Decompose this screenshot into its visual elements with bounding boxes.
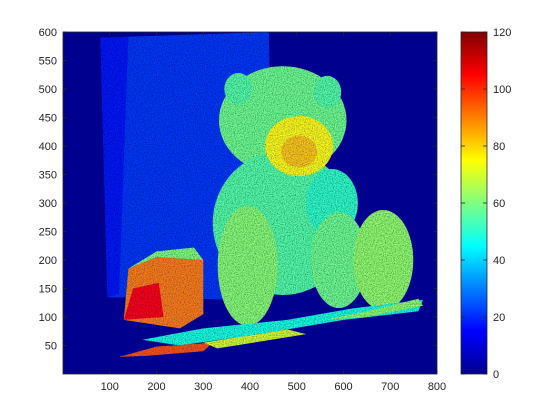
ground-strip-upper bbox=[142, 299, 423, 346]
colorbar-tick-label: 40 bbox=[493, 255, 505, 267]
y-tick-label: 50 bbox=[45, 341, 57, 353]
y-tick-label: 600 bbox=[39, 27, 57, 39]
colorbar-ticks: 0 20 40 60 80 100 120 bbox=[461, 27, 511, 381]
y-tick-label: 100 bbox=[39, 312, 57, 324]
x-tick-label: 100 bbox=[101, 381, 119, 393]
region-wall-edge bbox=[100, 36, 129, 298]
ground-strip-right bbox=[324, 298, 423, 320]
colorbar-tick-label: 60 bbox=[493, 198, 505, 210]
y-tick-label: 150 bbox=[39, 284, 57, 296]
y-tick-label: 250 bbox=[39, 227, 57, 239]
x-axis-ticks: 100 200 300 400 500 600 700 800 bbox=[101, 32, 446, 393]
bear-ear-left bbox=[224, 73, 253, 105]
x-tick-label: 400 bbox=[241, 381, 259, 393]
x-tick-label: 700 bbox=[381, 381, 399, 393]
colorbar-tick-label: 20 bbox=[493, 312, 505, 324]
plot-area: 100 200 300 400 500 600 700 800 50 100 150 200 250 3… bbox=[39, 27, 447, 393]
colorbar-tick-label: 100 bbox=[493, 84, 511, 96]
y-tick-label: 200 bbox=[39, 255, 57, 267]
colorbar-gradient bbox=[461, 32, 487, 374]
left-object-front bbox=[123, 282, 164, 320]
y-tick-label: 400 bbox=[39, 141, 57, 153]
y-axis-ticks: 50 100 150 200 250 300 350 400 450 500 550 600 bbox=[39, 27, 437, 353]
ground-strip-yellow bbox=[203, 329, 307, 349]
bear-ear-right bbox=[313, 75, 342, 108]
bear-foot-left bbox=[310, 212, 367, 308]
colorbar-tick-label: 0 bbox=[493, 369, 499, 381]
x-tick-label: 200 bbox=[147, 381, 165, 393]
ground-strip-front-red bbox=[119, 342, 213, 357]
colorbar-tick-label: 120 bbox=[493, 27, 511, 39]
colorbar: 0 20 40 60 80 100 120 bbox=[460, 27, 511, 381]
bear-arm-left bbox=[217, 205, 278, 326]
x-tick-label: 500 bbox=[288, 381, 306, 393]
y-tick-label: 500 bbox=[39, 84, 57, 96]
x-tick-label: 300 bbox=[194, 381, 212, 393]
left-object-top bbox=[128, 247, 204, 269]
x-tick-label: 600 bbox=[334, 381, 352, 393]
bear-foot-right bbox=[353, 210, 414, 310]
x-tick-label: 800 bbox=[428, 381, 446, 393]
heatmap-image bbox=[100, 32, 423, 357]
y-tick-label: 550 bbox=[39, 56, 57, 68]
colorbar-tick-label: 80 bbox=[493, 141, 505, 153]
y-tick-label: 450 bbox=[39, 113, 57, 125]
bear-muzzle bbox=[281, 135, 318, 168]
y-tick-label: 350 bbox=[39, 170, 57, 182]
y-tick-label: 300 bbox=[39, 198, 57, 210]
